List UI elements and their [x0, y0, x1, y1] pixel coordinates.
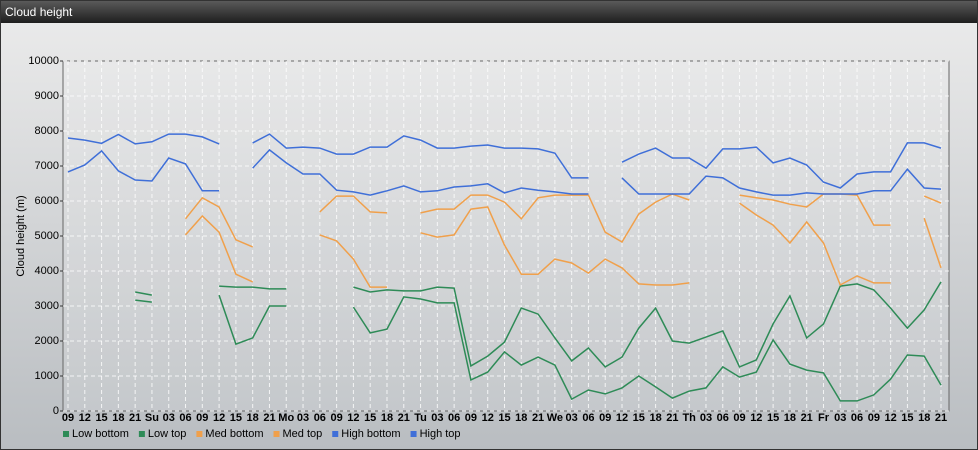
series-line	[184, 193, 942, 248]
y-tick-label: 9000	[35, 90, 59, 102]
x-tick-label: Tu	[414, 412, 427, 424]
x-tick-label: Mo	[278, 412, 294, 424]
x-tick-label: 12	[79, 412, 91, 424]
x-tick-label: 03	[834, 412, 846, 424]
x-tick-label: 21	[129, 412, 141, 424]
x-tick-label: 21	[532, 412, 544, 424]
x-tick-label: 06	[179, 412, 191, 424]
x-tick-label: 21	[263, 412, 275, 424]
series-line	[67, 148, 942, 196]
y-tick-label: 3000	[35, 300, 59, 312]
x-tick-label: Su	[145, 412, 159, 424]
x-tick-label: 03	[566, 412, 578, 424]
x-tick-label: 03	[297, 412, 309, 424]
x-tick-label: 18	[918, 412, 930, 424]
x-tick-label: 15	[767, 412, 779, 424]
x-tick-label: 18	[784, 412, 796, 424]
x-tick-label: 18	[381, 412, 393, 424]
x-tick-label: 09	[330, 412, 342, 424]
legend-label: Med top	[283, 428, 323, 440]
y-tick-label: 6000	[35, 195, 59, 207]
x-tick-label: 21	[935, 412, 947, 424]
x-tick-label: 12	[347, 412, 359, 424]
series-line	[67, 133, 942, 189]
y-tick-label: 2000	[35, 335, 59, 347]
x-tick-label: 18	[515, 412, 527, 424]
x-tick-label: 21	[666, 412, 678, 424]
x-tick-label: 21	[801, 412, 813, 424]
legend-label: High bottom	[341, 428, 400, 440]
x-tick-label: 21	[398, 412, 410, 424]
x-tick-label: 09	[62, 412, 74, 424]
x-tick-label: 12	[482, 412, 494, 424]
x-tick-label: 06	[717, 412, 729, 424]
title-bar: Cloud height	[1, 1, 977, 23]
x-tick-label: 15	[364, 412, 376, 424]
x-tick-label: Th	[682, 412, 696, 424]
x-tick-label: 15	[498, 412, 510, 424]
x-tick-label: 12	[616, 412, 628, 424]
x-tick-label: 18	[649, 412, 661, 424]
chart: Cloud height (m) 0 1000 2000 3000 4000 5000 60…	[15, 55, 950, 440]
x-tick-label: 09	[868, 412, 880, 424]
x-tick-label: 15	[230, 412, 242, 424]
legend-swatch	[196, 431, 203, 437]
x-tick-label: 15	[633, 412, 645, 424]
x-tick-label: 18	[247, 412, 259, 424]
series-line	[184, 202, 942, 288]
y-tick-label: 8000	[35, 125, 59, 137]
y-tick-label: 10000	[28, 55, 59, 67]
x-tick-label: 09	[196, 412, 208, 424]
legend-label: Low bottom	[72, 428, 129, 440]
legend-label: Med bottom	[205, 428, 263, 440]
legend-label: Low top	[148, 428, 187, 440]
legend-swatch	[273, 431, 280, 437]
x-tick-label: 09	[465, 412, 477, 424]
x-tick-label: 15	[901, 412, 913, 424]
legend-label: High top	[420, 428, 461, 440]
legend-swatch	[332, 431, 339, 437]
x-tick-label: 06	[851, 412, 863, 424]
x-tick-label: 09	[733, 412, 745, 424]
x-tick-label: Fr	[818, 412, 830, 424]
x-tick-label: 15	[95, 412, 107, 424]
y-tick-label: 0	[53, 405, 59, 417]
x-tick-label: 06	[314, 412, 326, 424]
x-tick-label: 09	[599, 412, 611, 424]
x-tick-label: 12	[750, 412, 762, 424]
legend-swatch	[138, 431, 145, 437]
x-tick-label: 06	[448, 412, 460, 424]
x-tick-label: 03	[700, 412, 712, 424]
x-tick-label: 06	[582, 412, 594, 424]
y-axis-label: Cloud height (m)	[15, 195, 27, 276]
x-tick-label: 12	[213, 412, 225, 424]
legend-swatch	[410, 431, 417, 437]
y-tick-label: 5000	[35, 230, 59, 242]
legend-swatch	[63, 431, 69, 437]
y-tick-label: 4000	[35, 265, 59, 277]
series-line	[135, 294, 942, 402]
x-tick-label: 03	[431, 412, 443, 424]
y-tick-label: 1000	[35, 370, 59, 382]
x-tick-label: 12	[885, 412, 897, 424]
x-tick-label: We	[547, 412, 563, 424]
series-line	[135, 281, 942, 368]
y-tick-label: 7000	[35, 160, 59, 172]
x-tick-label: 03	[163, 412, 175, 424]
x-tick-label: 18	[112, 412, 124, 424]
